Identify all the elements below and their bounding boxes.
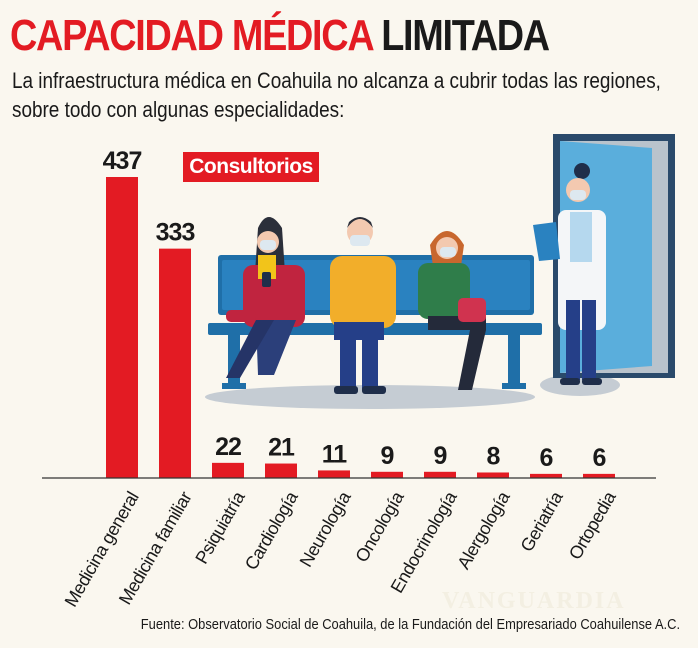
waiting-room-illustration (205, 134, 675, 409)
title-red: CAPACIDAD MÉDICA (10, 11, 373, 60)
bar-value-label: 6 (593, 444, 606, 472)
bar-value-label: 6 (540, 444, 553, 472)
category-label: Oncología (351, 487, 408, 565)
bar-5 (371, 471, 403, 478)
bar-9 (583, 473, 615, 478)
bar-value-label: 11 (322, 440, 348, 468)
bar-4 (318, 470, 350, 478)
category-label: Ortopedia (565, 487, 620, 563)
source-note: Fuente: Observatorio Social de Coahuila,… (140, 616, 680, 633)
doctor-icon (533, 163, 606, 385)
category-label: Cardiología (241, 487, 302, 573)
bar-0 (106, 177, 138, 478)
bar-7 (477, 472, 509, 478)
category-label: Alergología (453, 487, 514, 572)
patient-woman-bag-icon (418, 231, 486, 390)
bar-8 (530, 473, 562, 478)
category-label: Neurología (296, 487, 356, 570)
page-title: CAPACIDAD MÉDICA LIMITADA (10, 10, 550, 62)
watermark: VANGUARDIA (442, 588, 626, 614)
bar-2 (212, 462, 244, 478)
bar-value-label: 22 (215, 433, 241, 461)
bar-3 (265, 463, 297, 478)
floor-shadow (205, 385, 535, 409)
bar-value-label: 9 (381, 442, 394, 470)
bar-value-label: 437 (103, 147, 142, 175)
patient-woman-phone-icon (226, 217, 305, 378)
subtitle: La infraestructura médica en Coahuila no… (12, 68, 661, 122)
bar-value-label: 9 (434, 442, 447, 470)
bar-6 (424, 471, 456, 478)
category-label: Geriatría (516, 487, 567, 555)
category-label: Psiquiatría (191, 487, 249, 567)
patient-man-icon (330, 217, 396, 394)
legend-consultorios: Consultorios (183, 152, 319, 182)
bar-value-label: 8 (487, 442, 501, 470)
title-dark: LIMITADA (381, 11, 550, 60)
bar-1 (159, 248, 191, 478)
bar-value-label: 21 (268, 434, 295, 462)
bar-value-label: 333 (156, 219, 195, 247)
bars-group (106, 177, 615, 478)
bar-labels-group: 437 333 22 21 11 9 9 8 6 6 (103, 147, 607, 472)
